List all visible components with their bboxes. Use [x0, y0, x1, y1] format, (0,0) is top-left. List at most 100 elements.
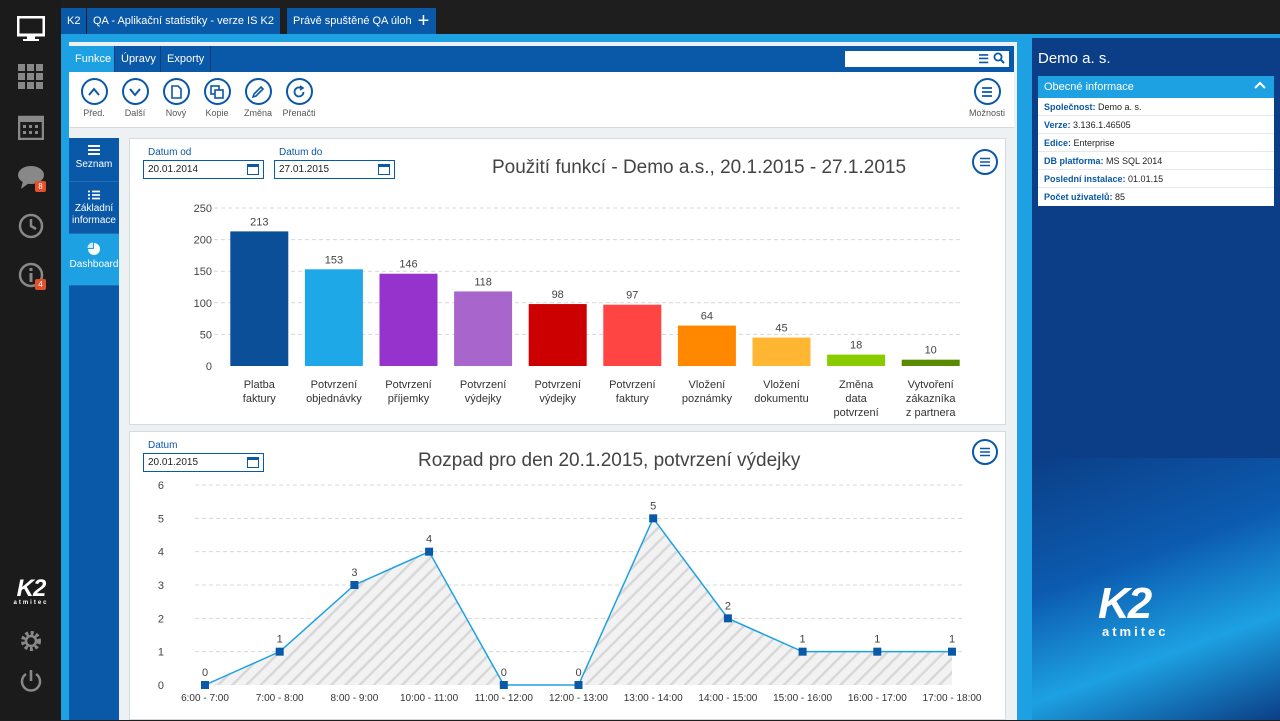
desktop-icon[interactable]: [14, 12, 48, 46]
data-label: 0: [202, 667, 208, 679]
copy-button[interactable]: Kopie: [197, 78, 237, 118]
info-row: DB platforma: MS SQL 2014: [1038, 152, 1274, 170]
y-tick-label: 0: [158, 680, 164, 692]
y-tick-label: 5: [158, 513, 164, 525]
new-tab-button[interactable]: +: [411, 8, 437, 34]
data-point: [425, 547, 434, 556]
x-tick-label: Změna: [839, 379, 874, 391]
data-label: 64: [701, 311, 713, 323]
tab-exporty[interactable]: Exporty: [161, 46, 211, 72]
tab-qa-statistics[interactable]: QA - Aplikační statistiky - verze IS K2: [87, 8, 281, 34]
data-label: 1: [800, 634, 806, 646]
tab-qa-tasks[interactable]: Právě spuštěné QA úlohy: [287, 8, 425, 34]
y-tick-label: 2: [158, 613, 164, 625]
prev-button[interactable]: Před.: [74, 78, 114, 118]
search-input[interactable]: ☰: [844, 50, 1010, 68]
reload-button[interactable]: Přenačti: [279, 78, 319, 118]
x-tick-label: z partnera: [906, 407, 956, 419]
nav-dashboard[interactable]: Dashboard: [69, 234, 119, 286]
general-info-header[interactable]: Obecné informace: [1038, 76, 1274, 98]
next-button[interactable]: Další: [115, 78, 155, 118]
y-tick-label: 150: [194, 266, 212, 278]
calendar-small-icon[interactable]: [247, 457, 259, 468]
info-icon[interactable]: 4: [14, 258, 48, 292]
right-info-panel: Demo a. s. Obecné informace Společnost: …: [1026, 38, 1280, 720]
list-detail-icon: [69, 190, 119, 203]
data-label: 10: [925, 345, 937, 357]
document-icon: [171, 84, 182, 99]
date-field[interactable]: 20.01.2015: [143, 453, 264, 472]
new-button[interactable]: Nový: [156, 78, 196, 118]
chart-menu-button[interactable]: [972, 439, 998, 465]
bar: [752, 337, 811, 366]
data-point: [574, 681, 583, 689]
calendar-small-icon[interactable]: [378, 164, 390, 175]
edit-button[interactable]: Změna: [238, 78, 278, 118]
company-title: Demo a. s.: [1038, 50, 1111, 67]
date-from-field[interactable]: 20.01.2014: [143, 160, 264, 179]
data-label: 1: [874, 634, 880, 646]
data-point: [649, 514, 658, 523]
data-point: [350, 581, 359, 589]
y-tick-label: 100: [194, 298, 212, 310]
bar: [230, 231, 289, 366]
data-label: 98: [552, 289, 564, 301]
pie-chart-icon: [69, 242, 119, 259]
data-label: 0: [575, 667, 581, 679]
chevron-up-icon: [88, 86, 100, 96]
x-tick-label: 14:00 - 15:00: [698, 693, 757, 704]
tab-funkce[interactable]: Funkce: [69, 46, 115, 72]
tab-upravy[interactable]: Úpravy: [115, 46, 161, 72]
tab-underline: [61, 34, 1280, 38]
nav-zakladni-informace[interactable]: Základní informace: [69, 182, 119, 234]
clock-icon[interactable]: [14, 209, 48, 243]
tab-strip: K2 QA - Aplikační statistiky - verze IS …: [61, 0, 1280, 38]
data-label: 1: [277, 634, 283, 646]
y-tick-label: 200: [194, 235, 212, 247]
date-to-field[interactable]: 27.01.2015: [274, 160, 395, 179]
data-point: [275, 647, 284, 656]
x-tick-label: 17:00 - 18:00: [923, 693, 982, 704]
date-to-label: Datum do: [279, 147, 323, 158]
data-label: 0: [501, 667, 507, 679]
breakdown-chart-title: Rozpad pro den 20.1.2015, potvrzení výde…: [418, 450, 801, 471]
x-tick-label: 8:00 - 9:00: [330, 693, 378, 704]
apps-grid-icon[interactable]: [14, 60, 48, 94]
x-tick-label: Potvrzení: [460, 379, 506, 391]
data-label: 97: [626, 290, 638, 302]
nav-seznam[interactable]: Seznam: [69, 138, 119, 182]
panel-splitter[interactable]: [1026, 38, 1032, 720]
data-label: 1: [949, 634, 955, 646]
chevron-up-icon[interactable]: [1254, 76, 1266, 98]
chat-badge: 8: [35, 181, 46, 192]
menu-icon: [980, 157, 990, 167]
calendar-icon[interactable]: [14, 110, 48, 144]
chat-icon[interactable]: 8: [14, 160, 48, 194]
y-tick-label: 6: [158, 480, 164, 492]
function-tabs: Funkce Úpravy Exporty ☰: [69, 46, 1014, 72]
x-tick-label: výdejky: [465, 393, 502, 405]
tab-k2[interactable]: K2: [61, 8, 88, 34]
x-tick-label: Vytvoření: [908, 379, 954, 391]
bar: [603, 304, 662, 366]
data-point: [873, 647, 882, 656]
left-nav: Seznam Základní informace Dashboard: [69, 138, 119, 720]
options-button[interactable]: Možnosti: [965, 78, 1009, 118]
filter-menu-icon[interactable]: ☰: [978, 52, 989, 66]
general-info-card: Obecné informace Společnost: Demo a. s. …: [1038, 76, 1274, 206]
chart-menu-button[interactable]: [972, 149, 998, 175]
data-label: 146: [399, 259, 417, 271]
search-icon[interactable]: [993, 52, 1005, 67]
x-tick-label: výdejky: [539, 393, 576, 405]
bar: [827, 354, 886, 366]
gear-icon[interactable]: [14, 624, 48, 658]
power-icon[interactable]: [14, 664, 48, 698]
data-point: [723, 614, 732, 623]
x-tick-label: 10:00 - 11:00: [400, 693, 459, 704]
x-tick-label: faktury: [616, 393, 650, 405]
main-area: Funkce Úpravy Exporty ☰ Před. Další Nový: [61, 38, 1026, 720]
data-label: 118: [474, 276, 492, 288]
content-area: Funkce Úpravy Exporty ☰ Před. Další Nový: [69, 42, 1017, 720]
calendar-small-icon[interactable]: [247, 164, 259, 175]
x-tick-label: 6:00 - 7:00: [181, 693, 229, 704]
